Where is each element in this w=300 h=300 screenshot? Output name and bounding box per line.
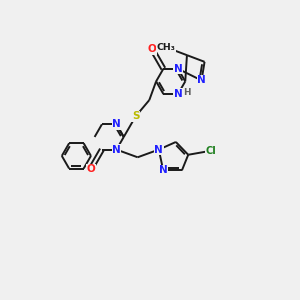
Text: N: N	[112, 119, 121, 129]
Text: N: N	[174, 64, 182, 74]
Text: O: O	[148, 44, 157, 54]
Text: N: N	[174, 64, 182, 74]
Text: CH₃: CH₃	[156, 43, 175, 52]
Text: O: O	[86, 164, 95, 174]
Text: S: S	[132, 111, 140, 121]
Text: H: H	[183, 88, 191, 97]
Text: N: N	[174, 89, 182, 99]
Text: N: N	[154, 145, 163, 154]
Text: N: N	[159, 165, 168, 176]
Text: N: N	[197, 75, 206, 85]
Text: Cl: Cl	[205, 146, 216, 156]
Text: N: N	[112, 145, 121, 154]
